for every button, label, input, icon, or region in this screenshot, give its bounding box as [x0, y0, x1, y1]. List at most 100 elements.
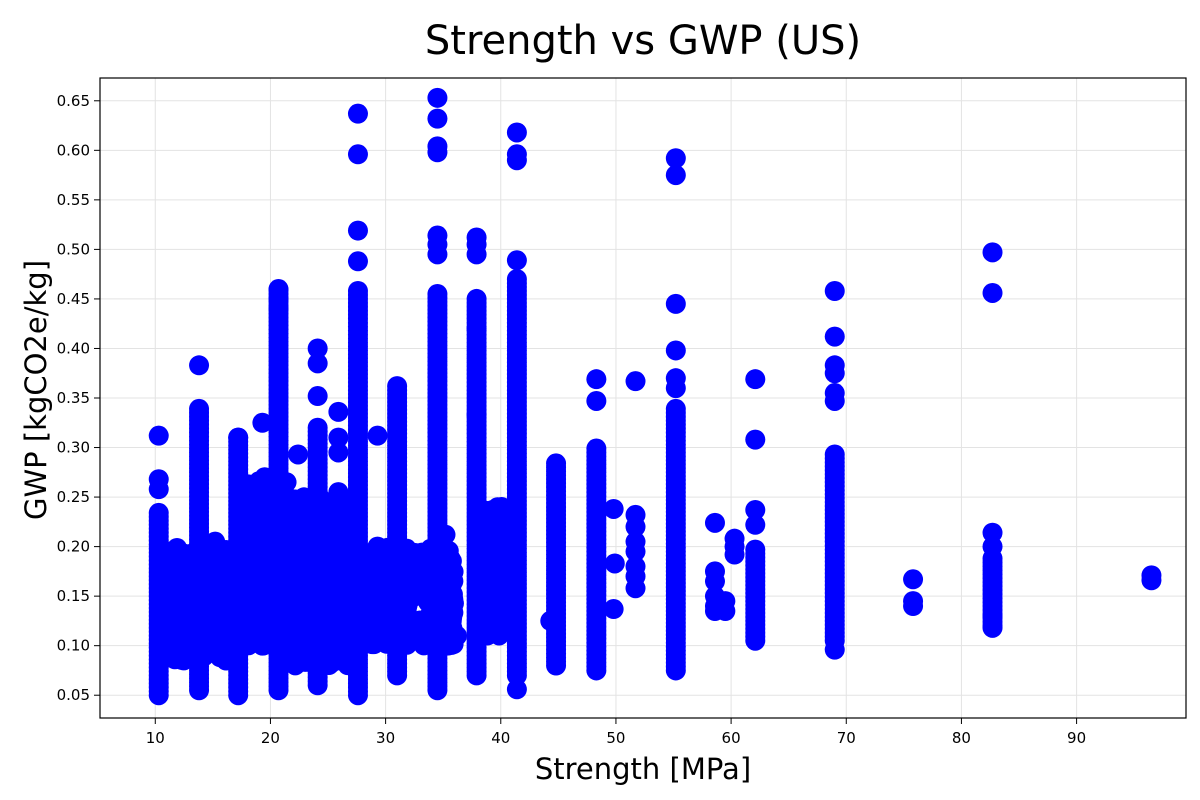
axis-ticks: 10 20 30 40 50 60 70 80 90 0.05 0.10 0.15 0.20 0.25 0.… [57, 92, 1087, 747]
data-point [148, 425, 169, 446]
data-point [438, 615, 459, 636]
data-point [824, 281, 845, 302]
data-point [427, 244, 448, 265]
y-tick-label: 0.40 [57, 339, 90, 357]
y-tick-label: 0.60 [57, 141, 90, 159]
data-point [211, 585, 232, 606]
data-point [437, 541, 458, 562]
data-point [252, 635, 273, 656]
data-point [546, 453, 567, 474]
x-tick-label: 90 [1067, 729, 1086, 747]
data-point [252, 412, 273, 433]
data-point [427, 108, 448, 129]
y-tick-label: 0.50 [57, 240, 90, 258]
data-point [625, 516, 646, 537]
data-point [285, 526, 306, 547]
data-point [307, 417, 328, 438]
y-tick-label: 0.30 [57, 439, 90, 457]
data-points [148, 87, 1162, 706]
data-point [506, 122, 527, 143]
data-point [171, 614, 192, 635]
data-point [328, 482, 349, 503]
data-point [1141, 570, 1162, 591]
y-tick-label: 0.25 [57, 488, 90, 506]
data-point [347, 281, 368, 302]
y-tick-label: 0.65 [57, 92, 90, 110]
y-tick-label: 0.35 [57, 389, 90, 407]
data-point [347, 220, 368, 241]
x-axis-title: Strength [MPa] [535, 752, 751, 786]
data-point [483, 576, 504, 597]
data-point [982, 522, 1003, 543]
data-point [506, 150, 527, 171]
data-point [824, 639, 845, 660]
data-point [205, 531, 226, 552]
data-point [704, 571, 725, 592]
data-point [323, 628, 344, 649]
data-point [665, 398, 686, 419]
x-tick-label: 50 [606, 729, 625, 747]
data-point [328, 401, 349, 422]
data-point [586, 390, 607, 411]
chart-title: Strength vs GWP (US) [425, 18, 861, 64]
data-point [403, 543, 424, 564]
y-tick-label: 0.05 [57, 686, 90, 704]
data-point [482, 499, 503, 520]
data-point [745, 539, 766, 560]
data-point [724, 544, 745, 565]
data-point [540, 610, 561, 631]
data-point [435, 524, 456, 545]
data-point [506, 269, 527, 290]
data-point [745, 429, 766, 450]
data-point [466, 288, 487, 309]
data-point [363, 591, 384, 612]
data-point [824, 390, 845, 411]
data-point [982, 242, 1003, 263]
data-point [485, 516, 506, 537]
data-point [665, 340, 686, 361]
data-point [665, 293, 686, 314]
data-point [287, 551, 308, 572]
data-point [246, 578, 267, 599]
data-point [603, 498, 624, 519]
data-point [665, 165, 686, 186]
data-point [189, 355, 210, 376]
data-point [222, 605, 243, 626]
data-point [665, 378, 686, 399]
data-point [276, 472, 297, 493]
y-axis-title: GWP [kgCO2e/kg] [19, 260, 53, 520]
data-point [982, 282, 1003, 303]
data-point [745, 499, 766, 520]
data-point [506, 250, 527, 271]
data-point [307, 386, 328, 407]
data-point [169, 569, 190, 590]
data-point [715, 601, 736, 622]
data-point [406, 559, 427, 580]
data-point [625, 541, 646, 562]
data-point [625, 578, 646, 599]
data-point [328, 427, 349, 448]
data-point [148, 502, 169, 523]
data-point [903, 596, 924, 617]
data-point [328, 442, 349, 463]
data-point [466, 244, 487, 265]
data-point [292, 498, 313, 519]
y-tick-label: 0.45 [57, 290, 90, 308]
data-point [164, 643, 185, 664]
x-tick-label: 30 [376, 729, 395, 747]
data-point [491, 558, 512, 579]
data-point [387, 376, 408, 397]
data-point [387, 546, 408, 567]
data-point [704, 512, 725, 533]
data-point [427, 283, 448, 304]
data-point [427, 142, 448, 163]
x-tick-label: 20 [261, 729, 280, 747]
data-point [367, 425, 388, 446]
data-point [483, 533, 504, 554]
data-point [327, 538, 348, 559]
x-tick-label: 80 [952, 729, 971, 747]
data-point [347, 103, 368, 124]
data-point [189, 398, 210, 419]
data-point [506, 679, 527, 700]
